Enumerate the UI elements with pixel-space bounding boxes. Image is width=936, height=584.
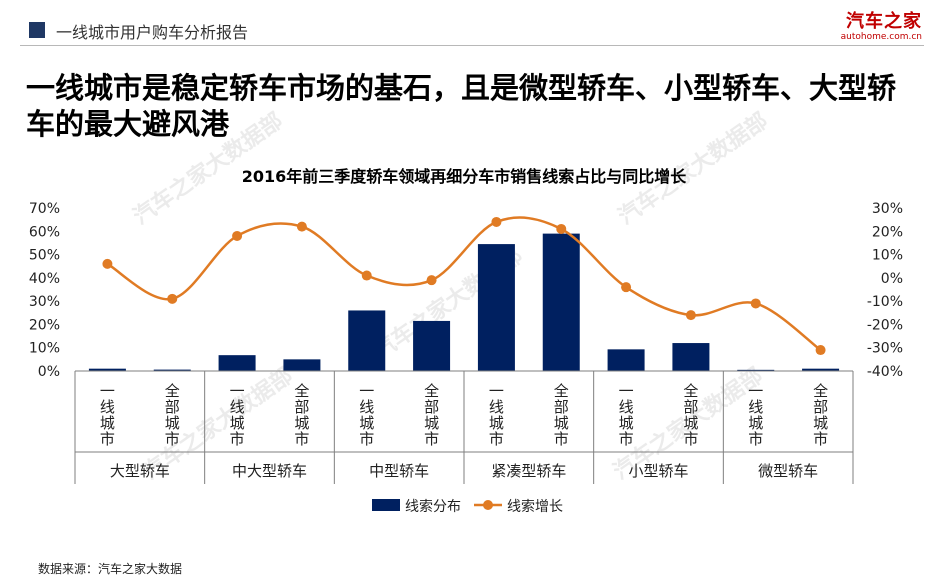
y-left-tick-label: 10%	[29, 341, 60, 357]
section-title: 一线城市用户购车分析报告	[56, 23, 249, 42]
line-point	[361, 270, 372, 281]
line-point	[556, 223, 567, 234]
bar	[283, 359, 321, 371]
y-right-tick-label: 20%	[872, 224, 903, 240]
y-left-tick-label: 0%	[38, 364, 60, 380]
bar	[802, 368, 840, 371]
x-category-label: 全部城市	[554, 382, 569, 448]
line-point	[232, 230, 243, 241]
x-group-label: 微型轿车	[758, 462, 818, 480]
y-left-tick-label: 70%	[29, 201, 60, 217]
data-source: 数据来源：汽车之家大数据	[38, 562, 183, 576]
bar	[672, 343, 710, 371]
bar	[477, 244, 515, 371]
y-right-tick-label: 10%	[872, 248, 903, 264]
x-category-label: 全部城市	[813, 382, 828, 448]
x-group-label: 中大型轿车	[232, 462, 307, 480]
line-point	[491, 216, 502, 227]
y-right-tick-label: 30%	[872, 201, 903, 217]
y-left-tick-label: 30%	[29, 294, 60, 310]
bar	[348, 310, 386, 371]
series-line	[106, 216, 822, 352]
bar	[88, 368, 126, 371]
legend-bar-label: 线索分布	[405, 498, 461, 515]
x-category-label: 一线城市	[748, 382, 763, 448]
bar	[218, 355, 256, 371]
header-square-icon	[29, 22, 45, 38]
logo-sub: autohome.com.cn	[840, 32, 922, 42]
y-left-tick-label: 50%	[29, 248, 60, 264]
page-headline: 一线城市是稳定轿车市场的基石，且是微型轿车、小型轿车、大型轿车的最大避风港	[26, 71, 897, 141]
x-category-label: 一线城市	[619, 382, 634, 448]
x-category-label: 全部城市	[683, 382, 698, 448]
legend-bar-swatch	[372, 499, 400, 511]
line-point	[167, 293, 178, 304]
line-point	[426, 275, 437, 286]
line-point	[815, 345, 826, 356]
x-category-label: 全部城市	[294, 382, 309, 448]
bar	[413, 320, 451, 371]
y-right-tick-label: -20%	[867, 317, 903, 333]
y-left-tick-label: 60%	[29, 224, 60, 240]
legend-line-marker	[483, 500, 493, 510]
line-point	[621, 282, 632, 293]
x-group-label: 大型轿车	[110, 462, 170, 480]
bar	[153, 369, 191, 371]
x-group-label: 紧凑型轿车	[491, 462, 566, 480]
line-point	[102, 258, 113, 269]
x-group-label: 小型轿车	[628, 462, 688, 480]
y-right-tick-label: -10%	[867, 294, 903, 310]
chart-title: 2016年前三季度轿车领域再细分车市销售线索占比与同比增长	[242, 167, 688, 186]
autohome-logo: 汽车之家 autohome.com.cn	[840, 11, 922, 43]
legend-line-label: 线索增长	[507, 498, 563, 515]
y-left-tick-label: 40%	[29, 271, 60, 287]
logo-main: 汽车之家	[846, 11, 922, 32]
header-divider	[20, 45, 924, 46]
y-right-tick-label: -30%	[867, 341, 903, 357]
y-left-tick-label: 20%	[29, 317, 60, 333]
x-category-label: 全部城市	[165, 382, 180, 448]
bar	[542, 233, 580, 371]
x-category-label: 一线城市	[489, 382, 504, 448]
x-category-label: 全部城市	[424, 382, 439, 448]
bar	[737, 369, 775, 371]
bar	[607, 349, 645, 371]
y-right-tick-label: 0%	[881, 271, 903, 287]
y-right-tick-label: -40%	[867, 364, 903, 380]
x-category-label: 一线城市	[100, 382, 115, 448]
x-category-label: 一线城市	[230, 382, 245, 448]
x-group-label: 中型轿车	[369, 462, 429, 480]
line-point	[685, 310, 696, 321]
line-point	[296, 221, 307, 232]
x-category-label: 一线城市	[359, 382, 374, 448]
line-point	[750, 298, 761, 309]
